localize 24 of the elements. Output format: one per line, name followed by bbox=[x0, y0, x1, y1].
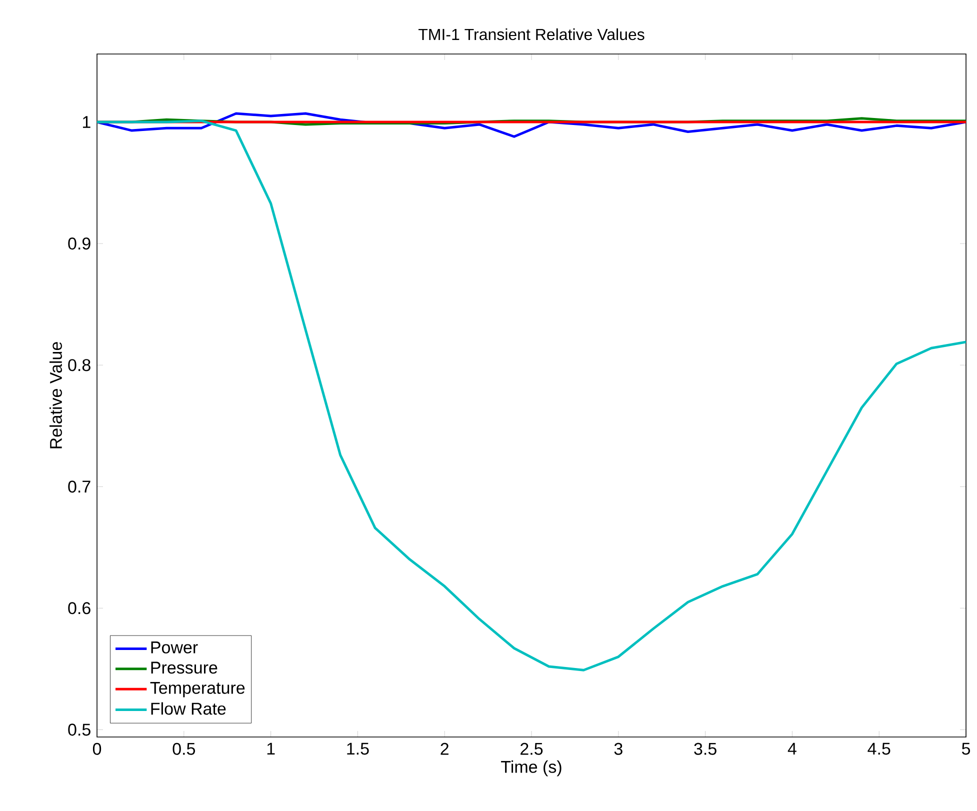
x-tick-label: 2.5 bbox=[520, 742, 543, 755]
y-tick-label: 1 bbox=[82, 116, 90, 128]
x-tick-label: 0.5 bbox=[172, 742, 196, 755]
chart-title: TMI-1 Transient Relative Values bbox=[418, 28, 644, 40]
y-tick-label: 0.7 bbox=[68, 480, 90, 493]
y-tick-label: 0.8 bbox=[68, 359, 90, 372]
legend-label: Temperature bbox=[150, 682, 245, 698]
y-tick-label: 0.6 bbox=[68, 602, 90, 614]
y-axis-title: Relative Value bbox=[50, 342, 62, 448]
legend-label: Power bbox=[151, 642, 198, 654]
x-tick-label: 5 bbox=[962, 742, 970, 755]
y-tick-label: 0.5 bbox=[68, 724, 90, 736]
x-tick-label: 4 bbox=[788, 742, 796, 755]
x-axis-title: Time (s) bbox=[501, 760, 562, 776]
x-tick-label: 0 bbox=[92, 742, 102, 755]
x-tick-label: 3.5 bbox=[694, 742, 716, 755]
x-tick-label: 1.5 bbox=[347, 742, 369, 755]
x-tick-label: 4.5 bbox=[868, 742, 890, 755]
x-tick-label: 3 bbox=[614, 742, 622, 755]
legend-label: Flow Rate bbox=[151, 702, 226, 715]
y-tick-label: 0.9 bbox=[68, 238, 90, 250]
x-tick-label: 1 bbox=[267, 742, 275, 755]
x-tick-label: 2 bbox=[440, 742, 448, 755]
legend-label: Pressure bbox=[151, 662, 218, 674]
